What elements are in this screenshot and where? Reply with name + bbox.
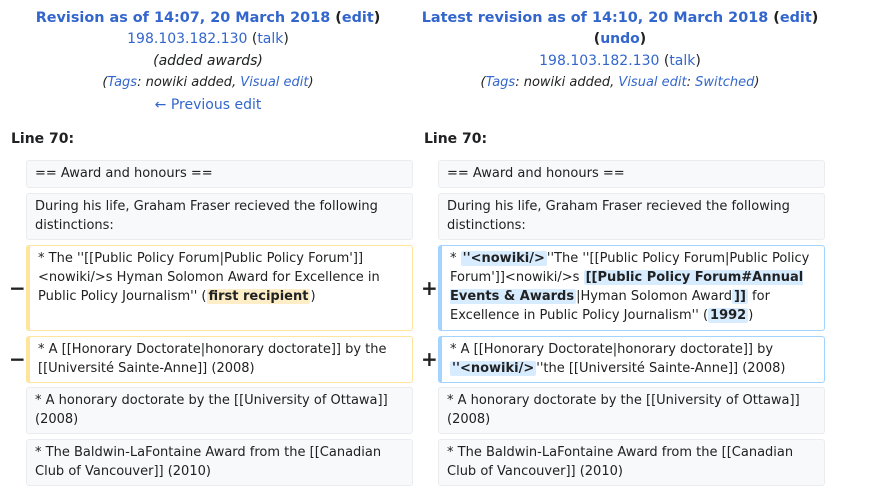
right-user-link[interactable]: 198.103.182.130 — [539, 53, 660, 69]
added-text-highlight-4: 1992 — [708, 308, 749, 323]
left-line-number: Line 70: — [11, 131, 75, 147]
right-revision-title: Latest revision as of 14:10, 20 March 20… — [421, 10, 819, 26]
deleted-line-marker: − — [9, 347, 26, 371]
previous-edit-link[interactable]: ← Previous edit — [154, 97, 262, 113]
right-user-line: 198.103.182.130 (talk) — [539, 53, 701, 69]
right-tags: (Tags: nowiki added, Visual edit: Switch… — [480, 75, 760, 90]
deleted-text-highlight: first recipient — [206, 289, 311, 304]
right-revision-header: Latest revision as of 14:10, 20 March 20… — [412, 0, 828, 94]
left-deleted-doctorate-line: * A [[Honorary Doctorate|honorary doctor… — [26, 336, 413, 383]
left-context-ottawa: * A honorary doctorate by the [[Universi… — [26, 387, 413, 434]
left-revision-title: Revision as of 14:07, 20 March 2018 (edi… — [35, 10, 381, 26]
left-tags-link[interactable]: Tags — [107, 75, 138, 90]
left-revision-link[interactable]: Revision as of 14:07, 20 March 2018 — [35, 10, 331, 26]
left-context-baldwin: * The Baldwin-LaFontaine Award from the … — [26, 439, 413, 486]
added-text-highlight-5: ''<nowiki/> — [450, 361, 537, 376]
added-text-highlight-3: ]] — [732, 289, 748, 304]
left-user-line: 198.103.182.130 (talk) — [127, 31, 289, 47]
right-revision-link[interactable]: Latest revision as of 14:10, 20 March 20… — [421, 10, 769, 26]
right-visual-edit-tag[interactable]: Visual edit — [618, 75, 687, 90]
left-deleted-award-line: * The ''[[Public Policy Forum|Public Pol… — [26, 245, 413, 331]
left-talk-link[interactable]: talk — [257, 31, 284, 47]
right-tags-link[interactable]: Tags — [485, 75, 516, 90]
right-context-distinctions: During his life, Graham Fraser recieved … — [438, 193, 825, 240]
deleted-line-marker: − — [9, 276, 26, 300]
left-tags: (Tags: nowiki added, Visual edit) — [102, 75, 314, 90]
right-context-ottawa: * A honorary doctorate by the [[Universi… — [438, 387, 825, 434]
left-context-heading: == Award and honours == — [26, 160, 413, 188]
right-talk-link[interactable]: talk — [669, 53, 696, 69]
left-context-distinctions: During his life, Graham Fraser recieved … — [26, 193, 413, 240]
left-edit-summary: (added awards) — [153, 53, 263, 69]
added-line-marker: + — [421, 347, 438, 371]
left-edit-link[interactable]: edit — [341, 10, 374, 26]
left-user-link[interactable]: 198.103.182.130 — [127, 31, 248, 47]
right-switched-tag[interactable]: Switched — [695, 75, 755, 90]
undo-link[interactable]: undo — [600, 31, 640, 47]
right-edit-link[interactable]: edit — [779, 10, 812, 26]
right-added-award-line: * ''<nowiki/> ''The ''[[Public Policy For… — [438, 245, 825, 331]
left-visual-edit-tag[interactable]: Visual edit — [240, 75, 309, 90]
left-revision-header: Revision as of 14:07, 20 March 2018 (edi… — [0, 0, 416, 116]
added-text-highlight-1: ''<nowiki/> — [460, 251, 547, 266]
undo-line: (undo) — [593, 31, 647, 47]
right-line-number: Line 70: — [424, 131, 488, 147]
added-line-marker: + — [421, 276, 438, 300]
right-context-baldwin: * The Baldwin-LaFontaine Award from the … — [438, 439, 825, 486]
right-added-doctorate-line: * A [[Honorary Doctorate|honorary doctor… — [438, 336, 825, 383]
right-context-heading: == Award and honours == — [438, 160, 825, 188]
